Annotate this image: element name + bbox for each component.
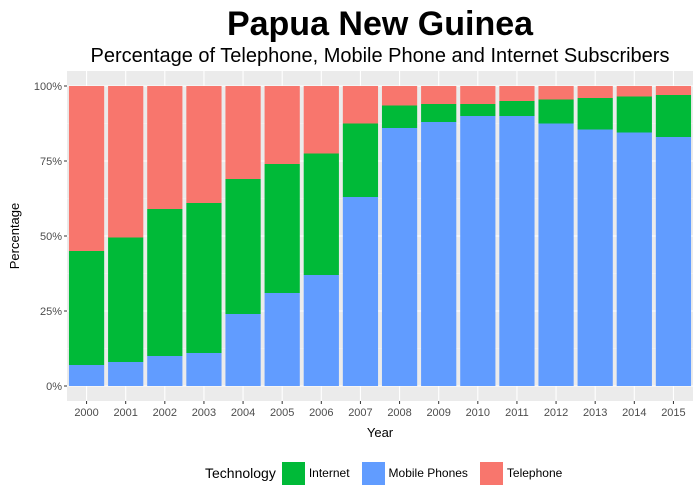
bar-internet-2007 — [342, 123, 379, 197]
bar-mobile-phones-2014 — [616, 132, 652, 386]
bar-telephone-2013 — [577, 86, 613, 98]
bar-internet-2012 — [538, 99, 574, 124]
bar-mobile-phones-2015 — [655, 137, 692, 386]
bar-telephone-2004 — [225, 86, 261, 179]
bar-telephone-2002 — [147, 86, 183, 209]
legend-key-mobile-phones — [361, 461, 385, 485]
x-tick-label: 2006 — [309, 407, 333, 419]
bar-mobile-phones-2010 — [460, 116, 496, 386]
y-axis-title: Percentage — [7, 203, 22, 270]
bar-mobile-phones-2012 — [538, 123, 574, 386]
bar-mobile-phones-2013 — [577, 129, 613, 386]
bar-mobile-phones-2002 — [147, 356, 183, 386]
bar-telephone-2012 — [538, 86, 574, 100]
bar-mobile-phones-2009 — [421, 122, 457, 386]
x-tick-label: 2010 — [466, 407, 490, 419]
bar-mobile-phones-2008 — [381, 128, 418, 386]
bar-telephone-2005 — [264, 86, 300, 164]
bar-telephone-2008 — [381, 86, 418, 106]
x-tick-label: 2012 — [544, 407, 568, 419]
x-tick-label: 2005 — [270, 407, 294, 419]
y-tick-label: 0% — [46, 381, 62, 393]
legend-label-internet: Internet — [308, 466, 350, 480]
bar-telephone-2000 — [68, 86, 105, 251]
bar-telephone-2014 — [616, 86, 652, 97]
bar-internet-2011 — [499, 101, 535, 116]
bar-mobile-phones-2007 — [342, 197, 379, 386]
bar-internet-2004 — [225, 179, 261, 314]
x-tick-label: 2013 — [583, 407, 607, 419]
y-tick-label: 100% — [34, 81, 62, 93]
y-tick-label: 25% — [40, 306, 62, 318]
bar-internet-2000 — [68, 251, 105, 365]
bar-internet-2006 — [303, 153, 339, 275]
bar-internet-2001 — [108, 237, 144, 362]
bar-internet-2015 — [655, 95, 692, 137]
bar-mobile-phones-2003 — [186, 353, 222, 386]
y-tick-label: 50% — [40, 231, 62, 243]
bar-telephone-2009 — [421, 86, 457, 104]
chart-title: Papua New Guinea — [226, 5, 534, 43]
x-tick-label: 2000 — [74, 407, 98, 419]
x-tick-label: 2011 — [505, 407, 529, 419]
x-tick-label: 2002 — [153, 407, 177, 419]
x-tick-label: 2009 — [426, 407, 450, 419]
legend-label-telephone: Telephone — [506, 466, 563, 480]
bar-telephone-2007 — [342, 86, 379, 124]
bar-internet-2008 — [381, 105, 418, 128]
bar-internet-2009 — [421, 104, 457, 122]
x-tick-label: 2008 — [387, 407, 411, 419]
bar-telephone-2011 — [499, 86, 535, 101]
bar-internet-2002 — [147, 209, 183, 356]
bar-internet-2014 — [616, 96, 652, 133]
bar-telephone-2006 — [303, 86, 339, 154]
x-tick-label: 2003 — [192, 407, 216, 419]
bar-mobile-phones-2011 — [499, 116, 535, 386]
bar-telephone-2010 — [460, 86, 496, 104]
legend-item-internet: Internet — [281, 461, 350, 485]
chart-subtitle: Percentage of Telephone, Mobile Phone an… — [90, 45, 670, 67]
bar-telephone-2015 — [655, 86, 692, 95]
legend: Technology Internet Mobile Phones Teleph… — [205, 458, 574, 488]
legend-title: Technology — [205, 465, 276, 481]
bar-telephone-2001 — [108, 86, 144, 238]
bar-mobile-phones-2001 — [108, 362, 144, 386]
bar-internet-2005 — [264, 164, 300, 293]
bar-mobile-phones-2004 — [225, 314, 261, 386]
y-tick-label: 75% — [40, 156, 62, 168]
x-axis-title: Year — [367, 425, 394, 440]
bar-telephone-2003 — [186, 86, 222, 203]
x-tick-label: 2007 — [348, 407, 372, 419]
bar-internet-2013 — [577, 98, 613, 130]
x-tick-label: 2014 — [622, 407, 646, 419]
bar-mobile-phones-2006 — [303, 275, 339, 386]
legend-item-telephone: Telephone — [479, 461, 563, 485]
legend-label-mobile-phones: Mobile Phones — [388, 466, 468, 480]
bar-internet-2010 — [460, 104, 496, 116]
bar-mobile-phones-2000 — [68, 365, 105, 386]
bar-mobile-phones-2005 — [264, 293, 300, 386]
x-tick-label: 2015 — [661, 407, 685, 419]
bar-internet-2003 — [186, 203, 222, 353]
legend-key-internet — [281, 461, 305, 485]
x-tick-label: 2001 — [113, 407, 137, 419]
legend-item-mobile-phones: Mobile Phones — [361, 461, 468, 485]
x-tick-label: 2004 — [231, 407, 255, 419]
legend-key-telephone — [479, 461, 503, 485]
